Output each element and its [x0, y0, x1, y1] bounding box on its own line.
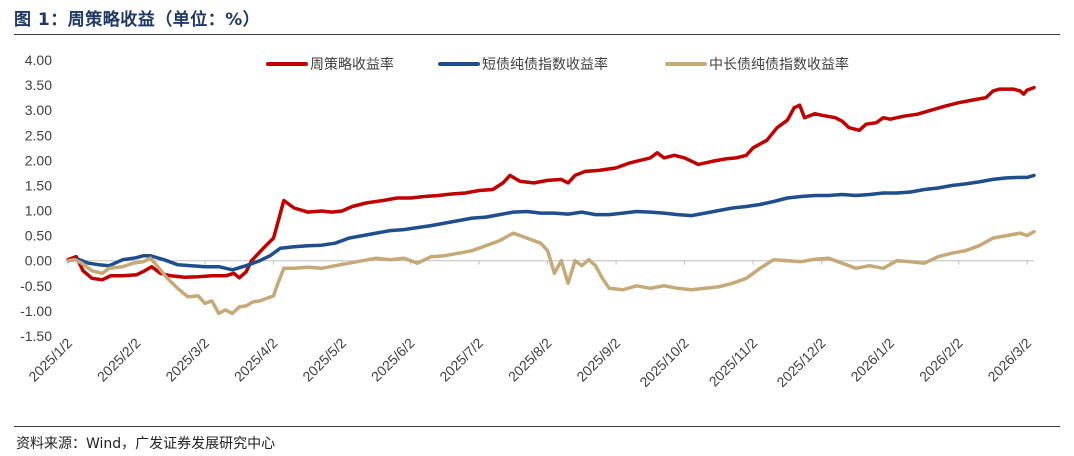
top-divider — [14, 34, 1060, 35]
x-tick-label: 2025/6/2 — [368, 335, 418, 385]
legend-label-1: 短债纯债指数收益率 — [482, 56, 608, 73]
legend-label-2: 中长债纯债指数收益率 — [709, 56, 849, 73]
series-line-0 — [66, 85, 1036, 282]
series-line-1 — [66, 173, 1036, 272]
x-tick-label: 2025/11/2 — [706, 335, 761, 390]
y-tick-label: 1.00 — [25, 203, 52, 219]
chart-title: 图 1：周策略收益（单位：%） — [14, 10, 261, 30]
y-tick-label: 0.50 — [25, 228, 52, 244]
series-lines — [66, 85, 1036, 316]
y-tick-label: 3.50 — [25, 77, 52, 93]
bottom-divider — [14, 426, 1060, 427]
x-tick-label: 2025/9/2 — [573, 335, 623, 385]
legend: 周策略收益率 短债纯债指数收益率 中长债纯债指数收益率 — [266, 56, 849, 73]
legend-label-0: 周策略收益率 — [310, 56, 394, 73]
y-tick-label: 0.00 — [25, 253, 52, 269]
x-tick-label: 2025/4/2 — [231, 335, 281, 385]
y-tick-label: 2.00 — [25, 152, 52, 168]
y-tick-label: 2.50 — [25, 127, 52, 143]
line-chart: 4.00 3.50 3.00 2.50 2.00 1.50 1.00 0.50 0.00 -0.5… — [20, 52, 1036, 391]
source-note: 资料来源：Wind，广发证券发展研究中心 — [16, 436, 276, 452]
y-tick-label: -1.50 — [20, 328, 52, 344]
x-tick-label: 2025/2/2 — [94, 335, 144, 385]
x-tick-label: 2025/12/2 — [773, 335, 829, 391]
y-tick-label: 4.00 — [25, 52, 52, 68]
x-tick-label: 2025/7/2 — [436, 335, 486, 385]
y-tick-label: -1.00 — [20, 303, 52, 319]
x-tick-label: 2025/8/2 — [505, 335, 555, 385]
x-tick-label: 2026/2/2 — [916, 335, 966, 385]
y-tick-label: 3.00 — [25, 102, 52, 118]
x-tick-label: 2026/1/2 — [847, 335, 897, 385]
x-tick-label: 2025/5/2 — [299, 335, 349, 385]
x-tick-label: 2025/10/2 — [636, 335, 692, 391]
x-axis: 2025/1/2 2025/2/2 2025/3/2 2025/4/2 2025/5/2… — [25, 260, 1034, 391]
y-tick-label: -0.50 — [20, 278, 52, 294]
x-tick-label: 2026/3/2 — [984, 335, 1034, 385]
y-axis: 4.00 3.50 3.00 2.50 2.00 1.50 1.00 0.50 0.00 -0.5… — [20, 52, 52, 344]
y-tick-label: 1.50 — [25, 177, 52, 193]
series-line-2 — [66, 229, 1036, 316]
x-tick-label: 2025/3/2 — [162, 335, 212, 385]
